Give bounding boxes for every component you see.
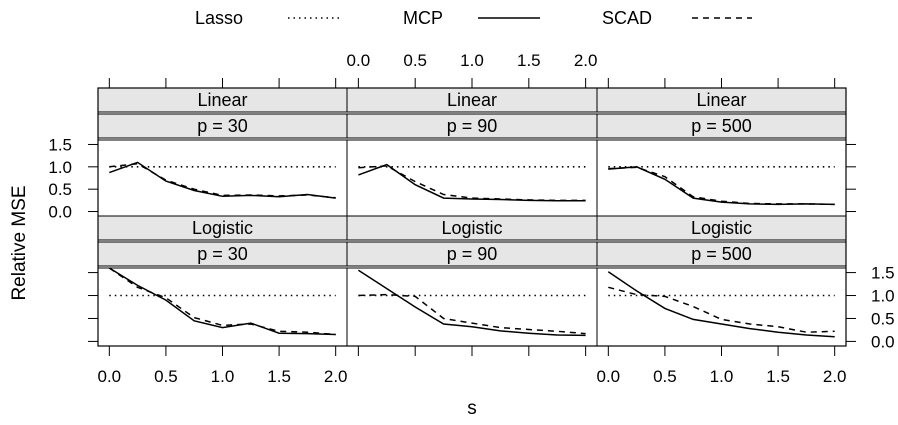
x-tick-label: 0.0	[596, 367, 620, 386]
x-tick-label: 0.5	[653, 367, 677, 386]
y-tick-label: 1.0	[48, 158, 72, 177]
series-scad-line	[109, 162, 336, 199]
series-mcp-line	[109, 161, 336, 199]
x-tick-label: 0.0	[97, 367, 121, 386]
x-tick-label: 1.0	[460, 51, 484, 70]
panel-frame	[97, 139, 348, 217]
series-mcp-line	[608, 166, 835, 206]
y-tick-label: 0.5	[871, 309, 895, 328]
strip-label-p: p = 90	[447, 244, 498, 264]
series-mcp-line	[357, 269, 586, 337]
strip-label-type: Logistic	[691, 218, 752, 238]
legend-label-scad: SCAD	[602, 8, 652, 28]
x-tick-label: 2.0	[823, 367, 847, 386]
strip-label-type: Linear	[197, 90, 247, 110]
strip-label-type: Linear	[447, 90, 497, 110]
panel-frame	[346, 139, 598, 217]
y-tick-label: 1.0	[871, 287, 895, 306]
strip-label-p: p = 500	[691, 116, 752, 136]
strip-label-p: p = 30	[197, 116, 248, 136]
x-tick-label: 0.0	[347, 51, 371, 70]
series-mcp-line	[358, 163, 586, 202]
series-mcp-line	[607, 271, 835, 338]
strip-2-top	[346, 87, 598, 113]
strip-label-p: p = 30	[197, 244, 248, 264]
strip-5-top	[346, 215, 598, 241]
y-tick-label: 0.0	[48, 203, 72, 222]
x-tick-label: 1.0	[211, 367, 235, 386]
y-tick-label: 1.5	[48, 135, 72, 154]
strip-label-type: Logistic	[441, 218, 502, 238]
strip-4-top	[97, 215, 348, 241]
x-tick-label: 2.0	[574, 51, 598, 70]
strip-1-bottom	[97, 113, 348, 139]
x-tick-label: 1.0	[710, 367, 734, 386]
x-axis-title: s	[467, 398, 477, 419]
strip-label-p: p = 90	[447, 116, 498, 136]
strip-label-type: Linear	[696, 90, 746, 110]
strip-2-bottom	[346, 113, 598, 139]
strip-label-type: Logistic	[192, 218, 253, 238]
x-tick-label: 0.5	[403, 51, 427, 70]
strip-label-p: p = 500	[691, 244, 752, 264]
y-tick-label: 1.5	[871, 264, 895, 283]
x-tick-label: 1.5	[267, 367, 291, 386]
legend-label-mcp: MCP	[403, 8, 443, 28]
x-tick-label: 1.5	[517, 51, 541, 70]
x-tick-label: 1.5	[766, 367, 790, 386]
series-scad-line	[358, 293, 586, 335]
panel-frame	[596, 267, 847, 347]
y-axis-title: Relative MSE	[9, 185, 30, 300]
series-scad-line	[608, 166, 835, 206]
legend-label-lasso: Lasso	[195, 8, 243, 28]
strip-4-bottom	[97, 241, 348, 267]
series-scad-line	[108, 267, 336, 336]
x-tick-label: 0.5	[154, 367, 178, 386]
series-scad-line	[358, 165, 586, 202]
series-mcp-line	[108, 267, 336, 336]
y-tick-label: 0.5	[48, 180, 72, 199]
x-tick-label: 2.0	[324, 367, 348, 386]
strip-3-bottom	[596, 113, 847, 139]
series-scad-line	[608, 286, 835, 333]
strip-6-top	[596, 215, 847, 241]
y-tick-label: 0.0	[871, 332, 895, 351]
